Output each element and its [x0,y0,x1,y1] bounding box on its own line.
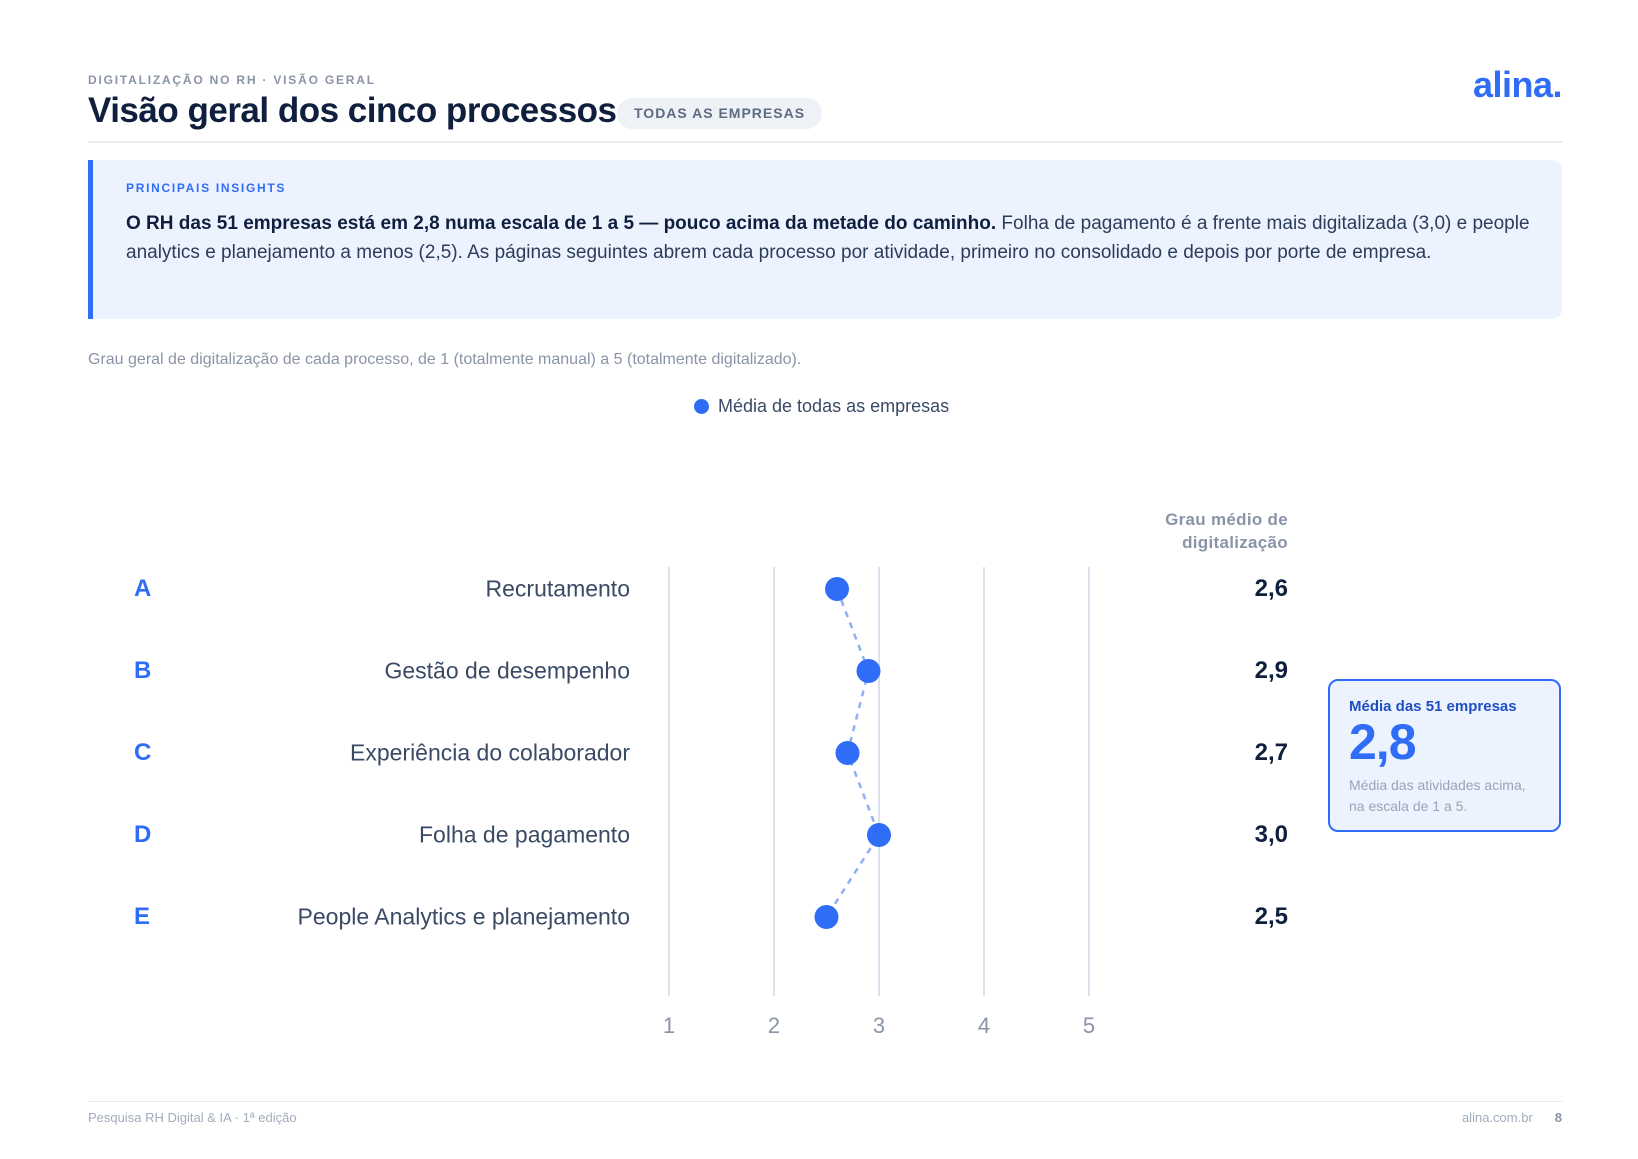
x-tick-label: 2 [768,1013,780,1038]
insights-box: PRINCIPAIS INSIGHTS O RH das 51 empresas… [88,160,1562,319]
data-point [856,659,881,683]
page-title: Visão geral dos cinco processos [88,91,617,130]
insights-body: Folha de pagamento é a frente mais digit… [126,213,1530,263]
row-label: Experiência do colaborador [349,739,630,766]
row-label: Recrutamento [485,575,630,602]
connector-line [825,588,881,918]
x-tick-label: 1 [663,1013,675,1038]
row-label: People Analytics e planejamento [297,903,630,930]
row-label: Gestão de desempenho [384,657,630,684]
data-point [814,905,839,929]
eyebrow: DIGITALIZAÇÃO NO RH · VISÃO GERAL [88,73,376,87]
insights-text: O RH das 51 empresas está em 2,8 numa es… [126,209,1530,267]
legend-marker [694,399,709,414]
data-label: 2,6 [1254,575,1288,602]
company-filter-pill[interactable]: TODAS AS EMPRESAS [617,98,823,129]
footer-site-link[interactable]: alina.com.br [1461,1110,1533,1125]
data-label: 2,9 [1254,657,1288,684]
x-tick-label: 3 [873,1013,885,1038]
average-card-label: Média das 51 empresas [1349,698,1517,715]
row-letter: E [134,903,151,930]
alina-logo: alina. [1472,64,1563,105]
data-label: 2,5 [1254,903,1288,930]
row-label: Folha de pagamento [419,821,630,848]
legend-label: Média de todas as empresas [718,396,950,416]
chart-legend: Média de todas as empresas [694,396,949,417]
row-letter: D [134,821,152,848]
row-letter: A [134,575,152,602]
header-divider [88,141,1562,143]
footer-right: alina.com.br 8 [1462,1110,1562,1125]
x-tick-label: 4 [978,1013,990,1038]
data-point [867,823,891,847]
average-card-value: 2,8 [1349,714,1417,770]
value-column-header: Grau médio de digitalização [1165,510,1288,552]
page-number: 8 [1554,1110,1562,1125]
average-card-note: Média das atividades acima, na escala de… [1349,777,1526,814]
data-label: 2,7 [1254,739,1288,766]
footer-source: Pesquisa RH Digital & IA · 1ª edição [88,1110,297,1125]
insights-highlight: O RH das 51 empresas está em 2,8 numa es… [126,213,997,234]
insights-label: PRINCIPAIS INSIGHTS [126,181,287,195]
x-tick-label: 5 [1083,1013,1095,1038]
data-point [835,741,860,765]
data-label: 3,0 [1254,821,1288,848]
chart-subtitle: Grau geral de digitalização de cada proc… [88,351,802,368]
footer-divider [88,1101,1562,1102]
average-card: Média das 51 empresas 2,8 Média das ativ… [1328,679,1561,832]
row-letter: B [134,657,152,684]
data-point [825,577,849,601]
row-letter: C [134,739,152,766]
